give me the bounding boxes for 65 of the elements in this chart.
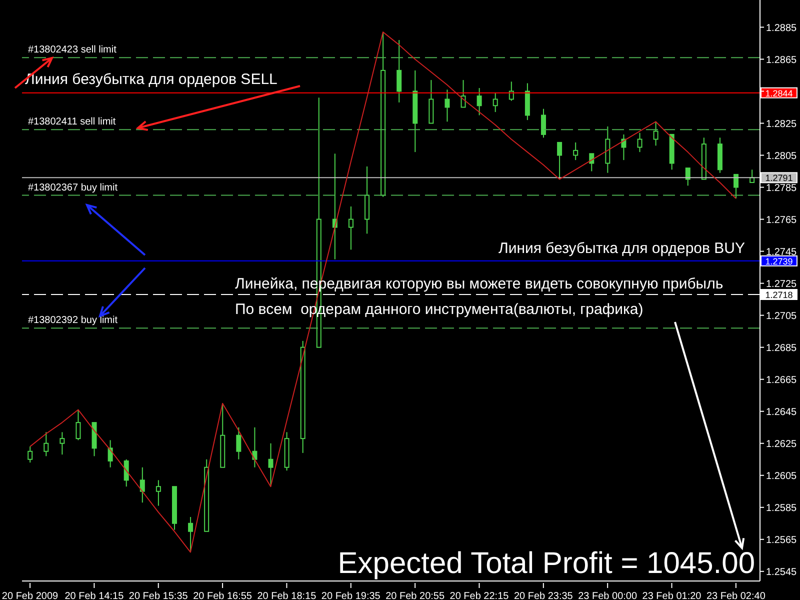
annotation: Линия безубытка для ордеров SELL	[25, 70, 278, 88]
y-tick-label: 1.2825	[766, 118, 798, 130]
candlestick	[396, 40, 402, 103]
ref-line-label: #13802411 sell limit	[28, 116, 116, 128]
candlestick	[156, 480, 161, 506]
y-tick-label: 1.2545	[766, 566, 798, 578]
y-tick-label: 1.2605	[766, 470, 798, 482]
x-tick-label: 20 Feb 15:35	[128, 591, 188, 600]
ref-line-label: #13802423 sell limit	[28, 44, 117, 56]
candlestick	[28, 446, 33, 464]
y-tick-label: 1.2725	[766, 278, 798, 290]
candlestick	[685, 168, 690, 186]
x-tick-label: 23 Feb 00:00	[578, 591, 638, 600]
y-tick-label: 1.2625	[766, 438, 798, 450]
candlestick	[589, 153, 594, 172]
x-tick-label: 20 Feb 20:55	[386, 591, 445, 600]
candlestick	[444, 89, 450, 122]
ref-line-label: 1.2739	[765, 256, 793, 266]
y-tick-label: 1.2885	[766, 22, 798, 34]
x-tick-label: 20 Feb 22:15	[450, 591, 510, 600]
y-tick-label: 1.2645	[766, 406, 798, 418]
candlestick	[108, 440, 113, 468]
x-tick-label: 20 Feb 19:35	[321, 591, 381, 600]
y-tick-label: 1.2705	[766, 310, 798, 322]
candlestick	[140, 466, 145, 504]
ref-line-label: 1.2718	[765, 290, 793, 300]
candlestick	[734, 174, 739, 199]
candlestick	[76, 409, 81, 441]
y-tick-label: 1.2785	[766, 182, 798, 194]
candlestick	[637, 132, 642, 153]
ref-line-label: 1.2791	[765, 173, 793, 184]
candlestick	[540, 108, 546, 138]
annotation: Expected Total Profit = 1045.00	[338, 547, 755, 580]
x-tick-label: 20 Feb 16:55	[193, 591, 252, 600]
candlestick	[557, 142, 562, 180]
y-tick-label: 1.2565	[766, 534, 798, 546]
x-tick-label: 23 Feb 01:20	[642, 591, 702, 600]
candlestick	[621, 134, 626, 161]
x-tick-label: 20 Feb 14:15	[64, 591, 124, 600]
candlestick	[60, 432, 65, 456]
y-tick-label: 1.2585	[766, 502, 798, 514]
candlestick	[492, 92, 498, 113]
candlestick	[124, 458, 129, 488]
candlestick	[348, 206, 354, 250]
candlestick	[236, 426, 242, 460]
annotation: Линия безубытка для ордеров BUY	[498, 240, 745, 257]
y-tick-label: 1.2685	[766, 342, 798, 354]
ref-line-label: #13802392 buy limit	[28, 315, 118, 326]
y-tick-label: 1.2745	[766, 246, 798, 258]
candlestick	[188, 516, 194, 553]
x-tick-label: 20 Feb 23:35	[514, 591, 574, 600]
ref-line-label: #13802367 buy limit	[28, 182, 118, 194]
ref-line-label: 1.2844	[765, 88, 793, 98]
x-tick-label: 20 Feb 2009	[2, 591, 59, 600]
y-tick-label: 1.2805	[766, 150, 798, 162]
x-tick-label: 20 Feb 18:15	[257, 591, 317, 600]
y-tick-label: 1.2665	[766, 374, 798, 386]
candlestick	[508, 81, 514, 102]
y-tick-label: 1.2865	[766, 54, 798, 66]
x-tick-label: 23 Feb 02:40	[706, 591, 766, 600]
y-tick-label: 1.2765	[766, 214, 798, 226]
candlestick	[44, 432, 49, 457]
candlestick	[653, 121, 658, 146]
candlestick	[476, 88, 482, 116]
candlestick	[573, 142, 578, 161]
